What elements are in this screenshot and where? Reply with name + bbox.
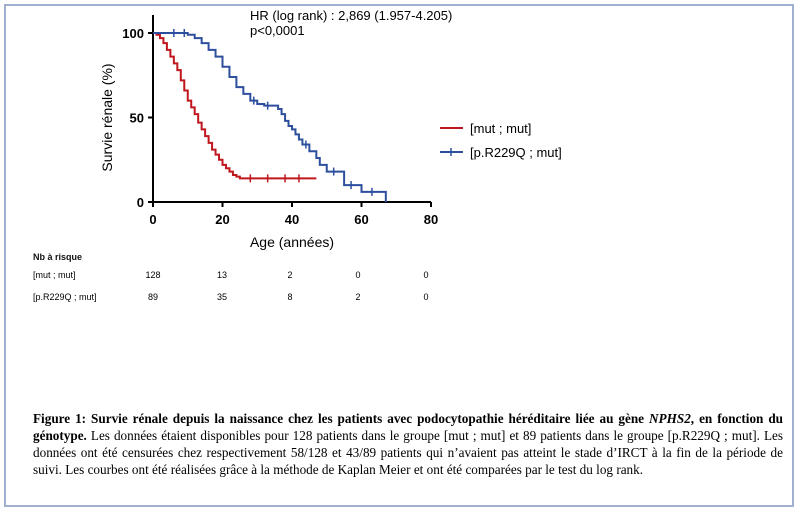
legend-label-2: [p.R229Q ; mut] [470, 145, 562, 160]
risk-cell: 128 [145, 270, 161, 280]
risk-cell: 2 [355, 292, 361, 302]
risk-table-title: Nb à risque [33, 252, 83, 262]
legend-label-1: [mut ; mut] [470, 121, 531, 136]
x-tick-label: 60 [354, 212, 368, 227]
risk-cell: 13 [216, 270, 227, 280]
risk-cell: 0 [423, 270, 429, 280]
risk-table: Nb à risque [33, 252, 82, 262]
figure-frame [4, 4, 794, 507]
y-axis-title: Survie rénale (%) [99, 63, 115, 171]
risk-cell: 35 [216, 292, 227, 302]
caption-gene: NPHS2 [649, 411, 691, 426]
kaplan-meier-chart: HR (log rank) : 2,869 (1.957-4.205) p<0,… [99, 8, 562, 250]
caption-body: Les données étaient disponibles pour 128… [33, 428, 783, 477]
x-tick-label: 0 [149, 212, 156, 227]
risk-cell: 8 [287, 292, 293, 302]
y-tick-label: 0 [137, 195, 144, 210]
risk-cell: 0 [423, 292, 429, 302]
x-tick-label: 40 [285, 212, 299, 227]
risk-cell: 0 [355, 270, 361, 280]
series-1 [153, 32, 317, 183]
y-tick-label: 100 [122, 26, 144, 41]
figure-caption: Figure 1: Survie rénale depuis la naissa… [33, 410, 783, 478]
risk-cell: 2 [287, 270, 293, 280]
survival-curve-1 [153, 32, 317, 180]
survival-curve-2 [153, 32, 387, 202]
p-value-annotation: p<0,0001 [250, 23, 305, 38]
x-axis-title: Age (années) [250, 234, 334, 250]
risk-row-label: [mut ; mut] [33, 270, 76, 280]
caption-bold-tail: , en fonction du génotype. [33, 411, 784, 443]
hr-annotation: HR (log rank) : 2,869 (1.957-4.205) [250, 8, 452, 23]
caption-bold-lead: Figure 1: Survie rénale depuis la naissa… [33, 411, 645, 426]
risk-row-label: [p.R229Q ; mut] [33, 292, 97, 302]
x-tick-label: 80 [424, 212, 438, 227]
x-tick-label: 20 [215, 212, 229, 227]
risk-cell: 89 [147, 292, 158, 302]
series-2 [153, 29, 387, 202]
y-tick-label: 50 [130, 111, 144, 126]
